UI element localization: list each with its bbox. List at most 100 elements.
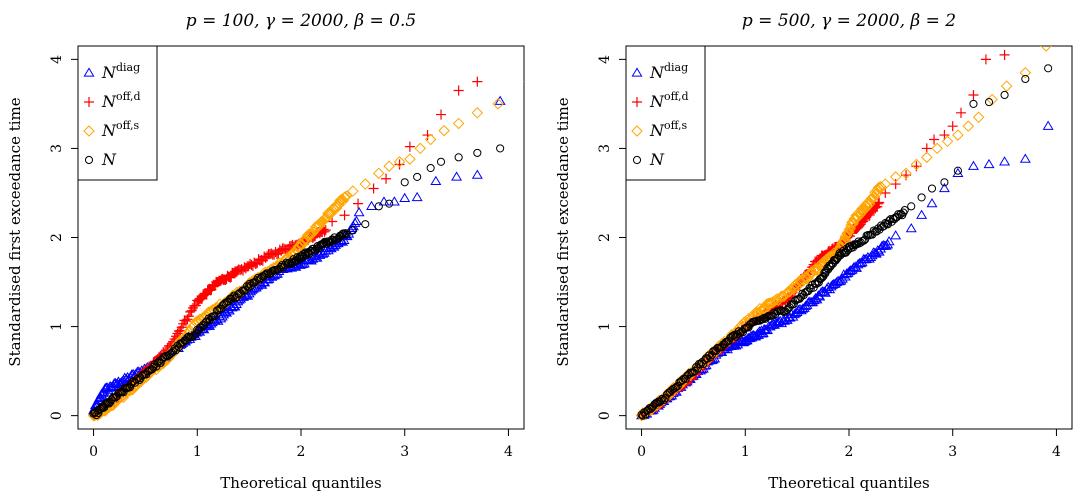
right-legend: Ndiag Noff,d Noff,s N	[625, 45, 706, 181]
left-circle-point	[307, 246, 316, 255]
right-triangle-point	[916, 209, 928, 219]
right-diamond-point	[764, 297, 776, 309]
right-circle-point	[890, 215, 899, 224]
left-legend-box	[77, 45, 158, 181]
right-diamond-point	[889, 171, 902, 183]
left-circle-point	[454, 153, 463, 162]
right-y-tick-label: 1	[597, 322, 613, 331]
right-y-tick-label: 0	[597, 411, 613, 420]
right-circle-point	[789, 300, 798, 309]
left-circle-point	[254, 273, 263, 282]
right-diamond-point	[921, 151, 933, 164]
left-diamond-point	[471, 107, 484, 119]
right-diamond-point	[910, 158, 923, 171]
left-circle-point	[184, 332, 193, 341]
left-circle-point	[338, 230, 347, 239]
left-legend-label-3: N	[101, 150, 117, 169]
left-circle-point	[251, 278, 260, 287]
left-circle-point	[342, 230, 351, 239]
right-diamond-point	[789, 279, 802, 291]
left-diamond-point	[280, 252, 293, 265]
right-triangle-point	[999, 156, 1011, 166]
left-x-tick-label: 1	[193, 444, 202, 460]
right-circle-point	[641, 410, 650, 419]
right-circle-point	[1044, 64, 1053, 73]
left-circle-point	[496, 144, 505, 153]
right-plus-point	[874, 197, 885, 208]
left-y-tick-label: 3	[49, 144, 65, 153]
left-plus-point	[368, 183, 379, 194]
right-diamond-point	[694, 357, 707, 370]
right-circle-point	[940, 178, 949, 187]
right-series-circle	[637, 64, 1053, 420]
right-triangle-point	[952, 167, 964, 178]
right-triangle-point	[1019, 153, 1031, 163]
right-legend-label-3: N	[649, 150, 665, 169]
left-circle-point	[241, 285, 250, 295]
left-plus-point	[183, 311, 194, 322]
right-diamond-point	[846, 216, 858, 229]
left-series-triangle	[88, 95, 506, 415]
left-legend-label-1: Noff,d	[101, 90, 141, 111]
left-plus-point	[339, 210, 350, 221]
right-diamond-point	[962, 120, 975, 132]
right-y-tick-label: 3	[597, 144, 613, 153]
left-plus-point	[472, 76, 483, 87]
left-circle-point	[340, 230, 349, 239]
right-circle-point	[874, 224, 883, 233]
right-triangle-point	[834, 276, 846, 286]
left-diamond-point	[383, 160, 395, 172]
right-circle-point	[704, 351, 714, 360]
left-circle-point	[361, 220, 370, 229]
right-circle-point	[690, 366, 699, 376]
left-diamond-point	[340, 190, 353, 202]
right-triangle-point	[983, 158, 995, 169]
right-diamond-point	[775, 290, 787, 303]
right-triangle-point	[890, 230, 902, 240]
right-legend-label-2: Noff,s	[649, 119, 688, 140]
left-triangle-point	[451, 171, 463, 181]
left-circle-point	[413, 172, 422, 182]
right-diamond-point	[900, 167, 912, 180]
right-x-tick-label: 2	[845, 444, 854, 460]
right-diamond-point	[875, 181, 888, 194]
left-circle-point	[132, 375, 141, 384]
right-diamond-point	[782, 285, 794, 298]
right-circle-point	[707, 351, 716, 360]
right-triangle-point	[938, 182, 950, 193]
right-x-tick-label: 3	[948, 444, 957, 460]
right-triangle-point	[810, 292, 822, 303]
left-x-tick-label: 3	[400, 444, 409, 460]
left-y-tick-label: 2	[49, 233, 65, 242]
right-x-tick-label: 1	[741, 444, 750, 460]
right-triangle-point	[883, 235, 895, 246]
left-circle-point	[321, 238, 330, 247]
right-y-tick-label: 4	[597, 55, 613, 64]
left-triangle-point	[471, 169, 483, 179]
right-legend-label-0: Ndiag	[649, 61, 688, 82]
left-chart-title: p = 100, γ = 2000, β = 0.5	[186, 11, 416, 31]
right-circle-point	[697, 358, 706, 367]
left-y-tick-label: 4	[49, 55, 65, 64]
left-triangle-point	[494, 95, 506, 105]
right-panel: p = 500, γ = 2000, β = 2 Theoretical qua…	[554, 11, 1073, 492]
left-diamond-point	[333, 198, 345, 210]
left-plus-point	[435, 109, 447, 120]
left-circle-point	[273, 265, 282, 274]
left-circle-point	[278, 260, 287, 270]
right-legend-circle-symbol	[632, 155, 642, 165]
left-diamond-point	[132, 376, 144, 389]
right-diamond-point	[931, 142, 943, 155]
left-plus-point	[394, 159, 405, 170]
left-circle-point	[95, 405, 104, 415]
right-plus-point	[939, 130, 950, 141]
left-legend-label-2: Noff,s	[101, 119, 140, 140]
left-ticks: 0 1 2 3 4 0 1 2 3 4	[49, 55, 513, 460]
left-diamond-point	[424, 133, 437, 146]
right-triangle-point	[869, 247, 881, 257]
left-circle-point	[111, 393, 120, 402]
right-circle-point	[1000, 90, 1009, 100]
left-circle-point	[436, 157, 446, 166]
right-circle-point	[782, 305, 791, 315]
